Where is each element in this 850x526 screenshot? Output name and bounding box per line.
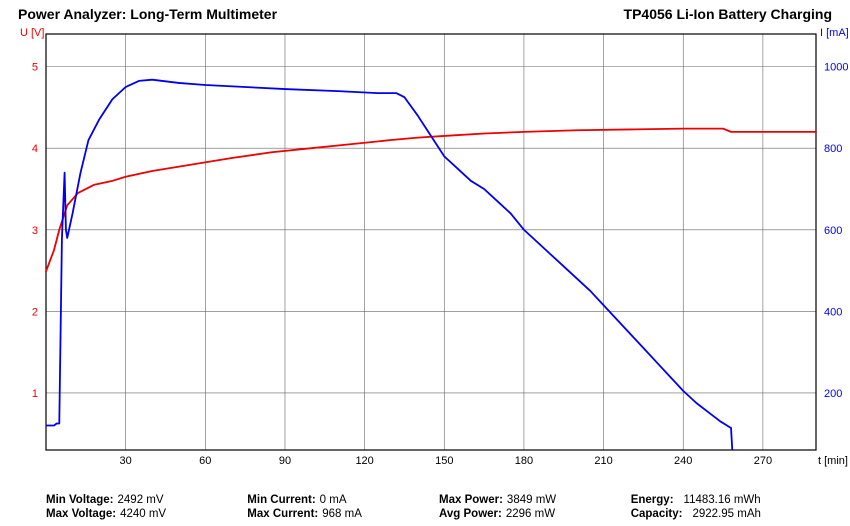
max-voltage-label: Max Voltage: [46, 508, 116, 520]
min-current-label: Min Current: [247, 494, 315, 506]
avg-power-value: 2296 mW [506, 508, 555, 520]
capacity-value: 2922.95 mAh [692, 508, 760, 520]
chart: 30 60 90 120 150 180 210 240 270 1 2 3 4 5 200 400 600 80… [0, 0, 850, 470]
min-voltage-value: 2492 mV [118, 494, 164, 506]
max-current-label: Max Current: [247, 508, 318, 520]
stats-row-1: Min Voltage: 2492 mV Min Current: 0 mA Max… [46, 494, 832, 506]
max-current-value: 968 mA [322, 508, 362, 520]
x-tick-label: 180 [515, 455, 533, 467]
y-right-tick-label: 800 [824, 143, 842, 155]
capacity-label: Capacity: [631, 508, 683, 520]
x-tick-label: 120 [355, 455, 373, 467]
avg-power-label: Avg Power: [439, 508, 502, 520]
y-right-tick-label: 600 [824, 225, 842, 237]
stats-block: Min Voltage: 2492 mV Min Current: 0 mA Max… [46, 492, 832, 520]
y-right-tick-label: 1000 [824, 62, 848, 74]
y-left-tick-label: 2 [32, 306, 38, 318]
y-left-axis-label: U [V] [20, 27, 44, 39]
y-right-axis-label: I [mA] [820, 27, 849, 39]
y-right-tick-label: 400 [824, 306, 842, 318]
max-power-label: Max Power: [439, 494, 503, 506]
x-tick-label: 30 [120, 455, 132, 467]
max-voltage-value: 4240 mV [120, 508, 166, 520]
y-left-tick-label: 3 [32, 225, 38, 237]
x-tick-label: 150 [435, 455, 453, 467]
x-tick-label: 240 [674, 455, 692, 467]
x-tick-label: 210 [594, 455, 612, 467]
energy-value: 11483.16 mWh [684, 494, 761, 506]
x-axis-label: t [min] [818, 455, 848, 467]
min-current-value: 0 mA [320, 494, 347, 506]
energy-label: Energy: [631, 494, 674, 506]
min-voltage-label: Min Voltage: [46, 494, 114, 506]
x-tick-label: 270 [754, 455, 772, 467]
y-left-tick-label: 5 [32, 62, 38, 74]
x-tick-label: 90 [279, 455, 291, 467]
y-right-tick-label: 200 [824, 388, 842, 400]
max-power-value: 3849 mW [507, 494, 556, 506]
x-tick-label: 60 [199, 455, 211, 467]
stats-row-2: Max Voltage: 4240 mV Max Current: 968 mA A… [46, 508, 832, 520]
y-left-tick-label: 4 [32, 143, 38, 155]
y-left-tick-label: 1 [32, 388, 38, 400]
